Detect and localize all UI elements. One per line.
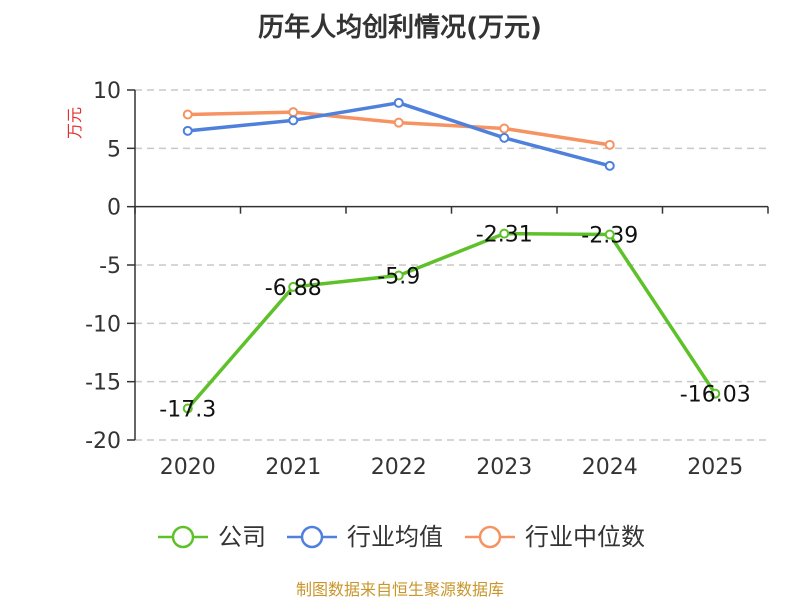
data-label: -5.9 [377,265,420,290]
x-tick-label: 2021 [265,455,321,480]
data-point [288,115,299,126]
x-tick-label: 2022 [371,455,427,480]
legend-swatch-marker [478,525,502,549]
legend-swatch-marker [300,525,324,549]
data-label: -6.88 [265,276,322,301]
y-tick-label: -15 [85,371,121,396]
x-tick-label: 2020 [160,455,216,480]
x-tick-label: 2025 [687,455,743,480]
y-tick-label: 5 [107,137,121,162]
data-point [393,117,404,128]
legend: 公司 行业均值 行业中位数 [158,523,645,551]
data-point [710,388,721,399]
series-行业中位数 [182,107,615,150]
y-axis-label: 万元 [65,107,84,139]
x-tick-label: 2023 [476,455,532,480]
data-point [499,132,510,143]
y-tick-labels: 10 5 0 -5 -10 -15 -20 [85,79,121,454]
series-公司 [182,228,721,414]
data-point [499,123,510,134]
data-point [182,125,193,136]
y-tick-label: 10 [93,79,121,104]
data-label: -17.3 [159,398,216,423]
data-point [604,139,615,150]
grid-lines [135,89,768,441]
source-note: 制图数据来自恒生聚源数据库 [296,580,504,599]
data-label: -2.31 [476,223,533,248]
y-tick-label: -20 [85,429,121,454]
data-point [288,107,299,118]
y-tick-label: -10 [85,312,121,337]
data-point [182,109,193,120]
data-point [393,270,404,281]
legend-swatch-marker [171,525,195,549]
y-tick-label: -5 [99,254,121,279]
legend-item: 行业均值 [287,523,443,551]
series-lines [182,97,721,414]
data-point [288,281,299,292]
axes [127,89,769,441]
data-point [182,403,193,414]
legend-label: 公司 [218,523,266,551]
legend-item: 公司 [158,523,266,551]
data-point [393,97,404,108]
legend-label: 行业均值 [347,523,443,551]
series-line [187,110,611,147]
x-tick-label: 2024 [582,455,638,480]
data-label: -16.03 [680,383,751,408]
data-point [604,160,615,171]
legend-item: 行业中位数 [465,523,645,551]
series-行业均值 [182,97,615,171]
y-tick-label: 0 [107,196,121,221]
series-line [186,231,717,410]
x-tick-labels: 2020 2021 2022 2023 2024 2025 [160,455,744,480]
data-labels: -17.3 -6.88 -5.9 -2.31 -2.39 -16.03 [159,223,750,423]
data-point [499,228,510,239]
chart-title: 历年人均创利情况(万元) [258,12,542,43]
legend-label: 行业中位数 [525,523,645,551]
data-label: -2.39 [581,224,638,249]
data-point [604,229,615,240]
